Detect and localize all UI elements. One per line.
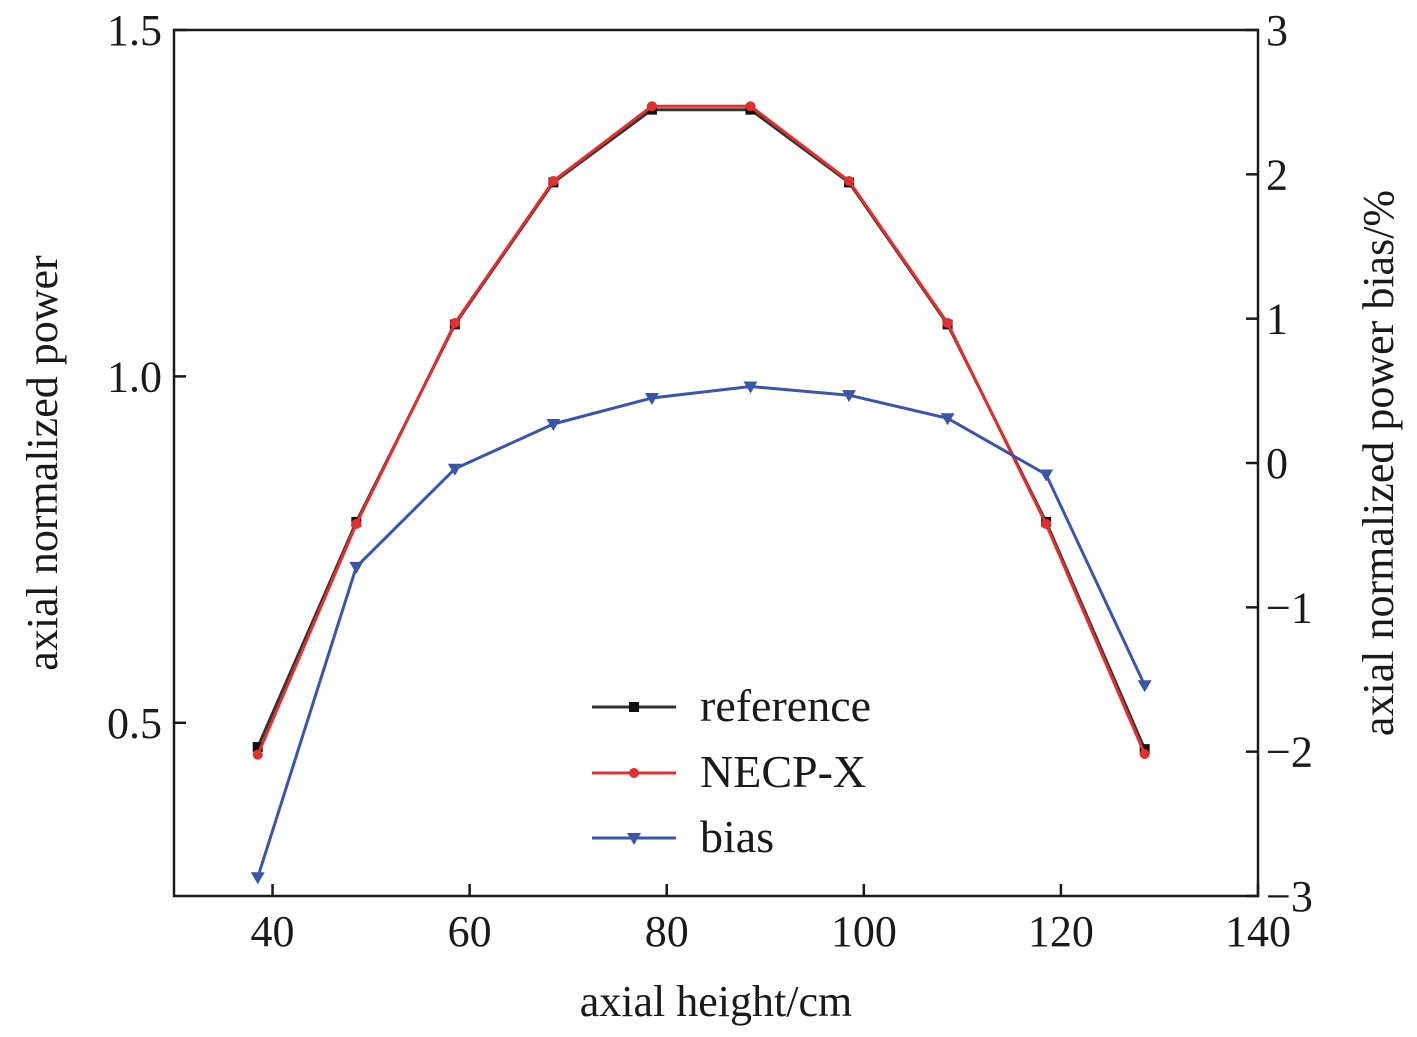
x-tick-label: 120: [1028, 907, 1094, 956]
data-point-necp-x: [1041, 518, 1052, 529]
data-point-necp-x: [351, 518, 362, 529]
data-point-bias: [1137, 680, 1152, 693]
right-y-tick-label: 1: [1266, 295, 1288, 344]
left-y-axis-label: axial normalized power: [18, 255, 67, 671]
data-point-necp-x: [449, 318, 460, 329]
legend: reference NECP-X bias: [592, 680, 871, 862]
series-line-bias: [256, 385, 1147, 878]
data-point-bias: [743, 381, 758, 394]
right-y-tick-label: −3: [1266, 872, 1313, 921]
x-tick-label: 100: [831, 907, 897, 956]
x-tick-label: 80: [645, 907, 689, 956]
data-point-necp-x: [646, 101, 657, 112]
series-necp-x: [252, 101, 1150, 760]
right-y-axis-label: axial normalized power bias/%: [1354, 190, 1403, 736]
legend-item-necp-x: NECP-X: [592, 746, 866, 797]
data-point-necp-x: [844, 176, 855, 187]
x-tick-label: 60: [448, 907, 492, 956]
legend-item-bias: bias: [592, 811, 774, 862]
right-y-axis-ticks: −3 −2 −1 0 1 2 3: [1246, 6, 1313, 921]
data-point-reference: [252, 742, 263, 753]
data-point-necp-x: [252, 749, 263, 760]
series-line-necp-x: [256, 104, 1147, 756]
legend-label-reference: reference: [700, 680, 871, 731]
data-point-necp-x: [1139, 748, 1150, 759]
legend-item-reference: reference: [592, 680, 871, 731]
x-axis-ticks: 40 60 80 100 120 140: [251, 884, 1291, 956]
left-y-tick-label: 1.0: [107, 352, 162, 401]
series-bias: [250, 381, 1152, 885]
legend-label-necp-x: NECP-X: [700, 746, 866, 797]
data-point-bias: [1039, 469, 1054, 482]
legend-marker-reference: [629, 702, 639, 712]
x-axis-label: axial height/cm: [580, 977, 852, 1026]
left-y-tick-label: 0.5: [107, 699, 162, 748]
data-point-necp-x: [745, 101, 756, 112]
legend-marker-bias: [627, 833, 641, 845]
data-point-necp-x: [942, 318, 953, 329]
right-y-tick-label: −2: [1266, 728, 1313, 777]
legend-label-bias: bias: [700, 811, 774, 862]
legend-marker-necp-x: [629, 768, 639, 778]
right-y-tick-label: 0: [1266, 439, 1288, 488]
right-y-tick-label: 2: [1266, 150, 1288, 199]
x-tick-label: 140: [1225, 907, 1291, 956]
series-layer: [250, 101, 1152, 885]
data-point-bias: [644, 393, 659, 406]
x-tick-label: 40: [251, 907, 295, 956]
data-point-bias: [349, 561, 364, 574]
data-point-bias: [250, 872, 265, 885]
data-point-bias: [447, 463, 462, 476]
right-y-tick-label: −1: [1266, 583, 1313, 632]
data-point-necp-x: [548, 176, 559, 187]
left-y-tick-label: 1.5: [107, 6, 162, 55]
left-y-axis-ticks: 0.5 1.0 1.5: [107, 6, 186, 748]
data-point-bias: [940, 413, 955, 426]
data-point-bias: [842, 390, 857, 403]
right-y-tick-label: 3: [1266, 6, 1288, 55]
data-point-bias: [546, 419, 561, 432]
